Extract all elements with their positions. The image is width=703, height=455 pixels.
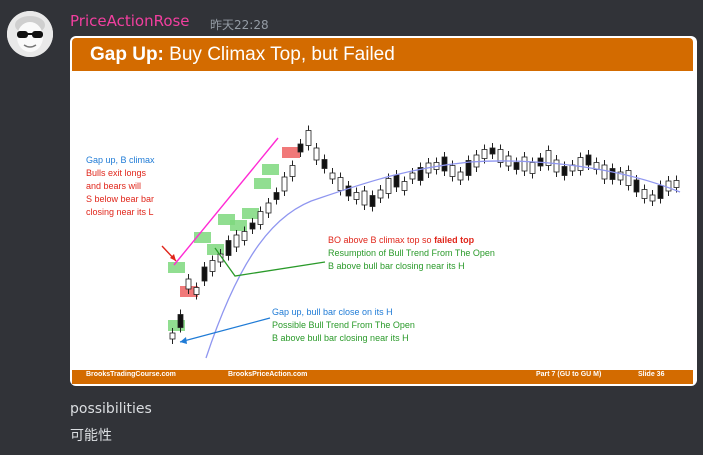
candle-body <box>313 147 320 161</box>
candle-body <box>609 168 616 180</box>
signal-bar-highlight <box>168 320 185 331</box>
candle-body <box>377 189 384 199</box>
signal-bar-highlight <box>168 262 185 273</box>
candle-body <box>513 162 520 170</box>
candle-body <box>257 211 264 225</box>
green-arrow <box>214 247 326 277</box>
image-attachment[interactable]: Gap Up: Buy Climax Top, but Failed Gap u… <box>70 36 697 386</box>
message-text-1: possibilities <box>70 401 152 417</box>
candle-body <box>233 234 240 248</box>
candle-body <box>553 159 560 173</box>
signal-bar-highlight <box>218 214 235 225</box>
moving-average-line <box>205 160 681 359</box>
candle-body <box>169 332 176 340</box>
candle-body <box>329 172 336 180</box>
price-chart <box>161 125 681 359</box>
timestamp: 昨天22:28 <box>210 18 269 32</box>
candle-body <box>401 181 408 191</box>
candle-body <box>417 167 424 181</box>
annotation-gap-up-climax: Gap up, B climax Bulls exit longs and be… <box>86 155 155 217</box>
candle-body <box>617 171 624 181</box>
slide-footer: BrooksTradingCourse.com BrooksPriceActio… <box>72 370 693 384</box>
message-text-2: 可能性 <box>70 428 112 444</box>
candle-body <box>457 171 464 181</box>
candle-body <box>641 189 648 199</box>
candle-body <box>529 162 536 174</box>
signal-bar-highlight <box>242 208 259 219</box>
candle-body <box>465 160 472 176</box>
candle-body <box>201 266 208 282</box>
candle-body <box>449 165 456 177</box>
footer-part: Part 7 (GU to GU M) <box>536 371 602 378</box>
avatar[interactable] <box>7 11 53 57</box>
red-arrow-head <box>170 254 176 261</box>
annotation-bull-trend-from-open: Gap up, bull bar close on its H Possible… <box>272 307 415 343</box>
candle-body <box>273 192 280 200</box>
candle-body <box>673 180 680 188</box>
candle-body <box>521 156 528 172</box>
candle-body <box>193 287 200 295</box>
candle-body <box>185 278 192 290</box>
candle-body <box>577 157 584 171</box>
blue-arrow-head <box>180 337 187 344</box>
signal-bar-highlight <box>194 232 211 243</box>
candle-body <box>561 166 568 176</box>
candle-body <box>665 180 672 192</box>
slide-header: Gap Up: Buy Climax Top, but Failed <box>72 38 693 71</box>
candle-body <box>177 314 184 328</box>
candle-body <box>337 177 344 191</box>
footer-site-1: BrooksTradingCourse.com <box>86 371 176 378</box>
candle-body <box>497 149 504 163</box>
candle-body <box>649 194 656 202</box>
candle-body <box>625 170 632 186</box>
avatar-image <box>7 11 53 57</box>
candle-body <box>209 260 216 272</box>
candle-body <box>241 231 248 241</box>
signal-bar-highlight <box>254 178 271 189</box>
blue-arrow <box>179 317 271 343</box>
trend-line <box>173 137 279 266</box>
candle-body <box>393 174 400 188</box>
candle-body <box>297 143 304 153</box>
candle-body <box>633 179 640 193</box>
candle-body <box>225 240 232 256</box>
candle-body <box>489 147 496 155</box>
username[interactable]: PriceActionRose <box>70 12 190 30</box>
signal-bar-highlight <box>282 147 300 158</box>
annotation-failed-top: BO above B climax top so failed top Resu… <box>328 235 495 271</box>
candle-body <box>249 222 256 230</box>
candle-body <box>585 154 592 166</box>
slide-title: Gap Up: Buy Climax Top, but Failed <box>90 44 395 65</box>
candle-body <box>545 150 552 166</box>
candle-body <box>657 185 664 199</box>
footer-site-2: BrooksPriceAction.com <box>228 371 308 378</box>
footer-slide-number: Slide 36 <box>638 371 665 378</box>
candle-body <box>345 185 352 197</box>
candle-body <box>265 202 272 214</box>
candle-body <box>353 192 360 200</box>
candle-body <box>321 159 328 169</box>
candle-body <box>481 149 488 159</box>
candle-body <box>409 172 416 180</box>
candle-body <box>281 176 288 192</box>
candle-body <box>441 156 448 172</box>
candle-body <box>369 195 376 207</box>
candle-body <box>305 130 312 146</box>
candle-body <box>601 164 608 180</box>
candle-body <box>361 190 368 206</box>
candle-body <box>385 178 392 194</box>
candle-body <box>217 253 224 263</box>
signal-bar-highlight <box>262 164 279 175</box>
signal-bar-highlight <box>230 220 247 231</box>
candle-body <box>289 165 296 177</box>
